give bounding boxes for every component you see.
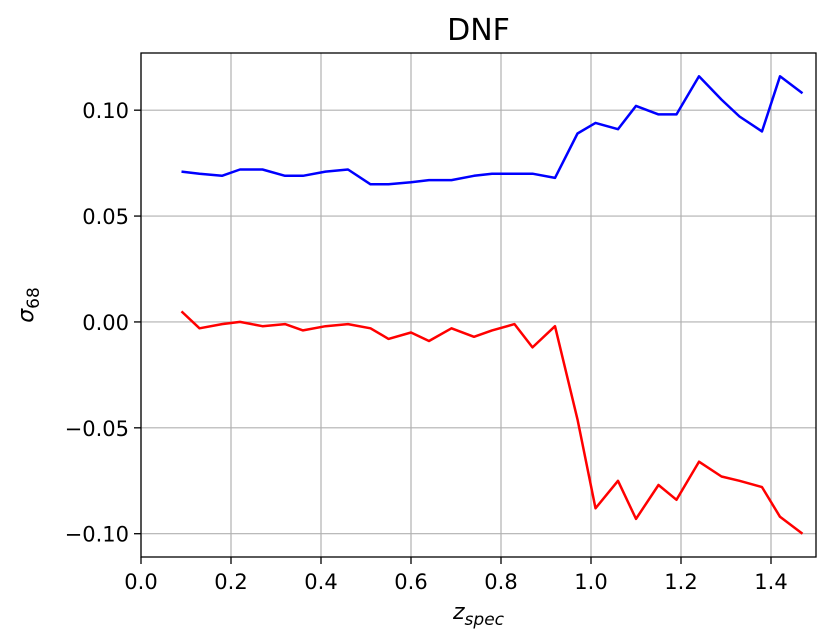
- y-axis-label-sub: 68: [24, 287, 44, 309]
- x-tick-label: 1.2: [664, 570, 697, 594]
- y-axis-label: σ68: [14, 287, 44, 323]
- x-tick-label: 1.4: [754, 570, 787, 594]
- x-axis-ticks: 0.0 0.2 0.4 0.6 0.8 1.0 1.2 1.4: [124, 557, 788, 594]
- x-tick-label: 1.0: [574, 570, 607, 594]
- series-line-2: [180, 310, 804, 535]
- x-tick-label: 0.8: [484, 570, 517, 594]
- chart-title: DNF: [447, 13, 510, 48]
- x-tick-label: 0.2: [214, 570, 247, 594]
- x-tick-label: 0.0: [124, 570, 157, 594]
- series-line-1: [181, 75, 804, 186]
- y-tick-label: 0.10: [82, 99, 129, 123]
- y-axis-label-main: σ: [14, 308, 39, 323]
- y-tick-label: 0.05: [82, 205, 129, 229]
- grid: [140, 53, 816, 557]
- y-tick-label: −0.05: [65, 417, 129, 441]
- plot-frame: [140, 52, 817, 558]
- y-axis-ticks: −0.10 −0.05 0.00 0.05 0.10: [65, 99, 141, 547]
- y-tick-label: −0.10: [65, 523, 129, 547]
- x-axis-label-sub: spec: [465, 610, 505, 630]
- x-tick-label: 0.4: [304, 570, 337, 594]
- series-group: [180, 75, 804, 535]
- y-tick-label: 0.00: [82, 311, 129, 335]
- x-tick-label: 0.6: [394, 570, 427, 594]
- x-axis-label-main: z: [452, 600, 465, 625]
- x-axis-label: zspec: [452, 600, 505, 630]
